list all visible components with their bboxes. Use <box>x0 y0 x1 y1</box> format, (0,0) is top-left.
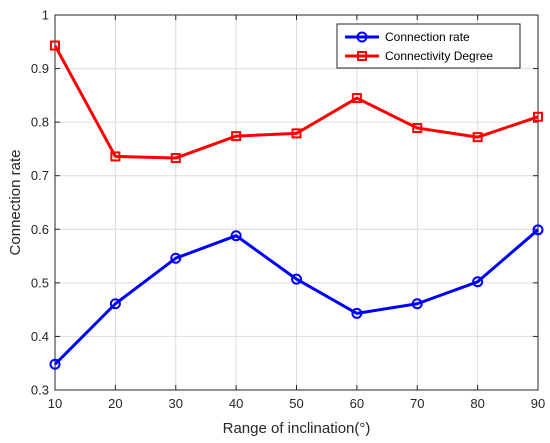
y-tick-label: 1 <box>42 8 49 23</box>
x-tick-label: 20 <box>108 396 122 411</box>
series-connectivity-degree <box>50 40 543 164</box>
y-tick-label: 0.4 <box>31 329 49 344</box>
y-tick-label: 0.6 <box>31 222 49 237</box>
x-axis-label: Range of inclination(°) <box>223 420 371 437</box>
x-tick-label: 50 <box>289 396 303 411</box>
data-point <box>110 151 121 162</box>
data-point <box>472 132 483 143</box>
x-tick-label: 10 <box>48 396 62 411</box>
data-point <box>50 40 60 51</box>
x-tick-label: 80 <box>470 396 484 411</box>
data-point <box>230 230 242 242</box>
data-point <box>532 224 544 236</box>
x-tick-label: 40 <box>229 396 243 411</box>
legend-box <box>336 23 521 69</box>
y-tick-label: 0.7 <box>31 168 49 183</box>
x-tick-label: 90 <box>531 396 545 411</box>
legend: Connection rate Connectivity Degree <box>336 23 521 69</box>
series-line <box>53 44 539 160</box>
data-point <box>412 123 423 134</box>
data-point <box>291 273 302 285</box>
y-tick-label: 0.3 <box>31 383 49 398</box>
grid <box>55 15 538 390</box>
data-point <box>170 153 181 164</box>
series-connection-rate <box>49 224 544 370</box>
data-point <box>533 111 543 122</box>
y-tick-label: 0.8 <box>31 115 49 130</box>
data-point <box>49 358 61 370</box>
x-tick-label: 30 <box>169 396 183 411</box>
legend-marker <box>356 31 368 43</box>
legend-label: Connectivity Degree <box>385 49 493 63</box>
series-layer <box>49 40 544 370</box>
series-line <box>53 228 539 366</box>
data-point <box>231 131 242 142</box>
data-point <box>109 298 121 310</box>
legend-marker <box>357 51 367 61</box>
data-point <box>351 93 362 104</box>
y-tick-label: 0.5 <box>31 275 49 290</box>
axes: 10 20 30 40 50 60 70 80 90 0.3 0.4 0.5 0.6 0.7 0.8 0.9 1 <box>31 8 545 412</box>
y-axis-label: Connection rate <box>7 150 24 256</box>
data-point <box>351 307 363 319</box>
data-point <box>170 252 182 264</box>
legend-label: Connection rate <box>385 30 470 44</box>
data-point <box>472 276 484 288</box>
data-point <box>411 298 423 310</box>
data-point <box>291 128 302 139</box>
x-tick-label: 60 <box>350 396 364 411</box>
x-tick-label: 70 <box>410 396 424 411</box>
y-tick-label: 0.9 <box>31 61 49 76</box>
